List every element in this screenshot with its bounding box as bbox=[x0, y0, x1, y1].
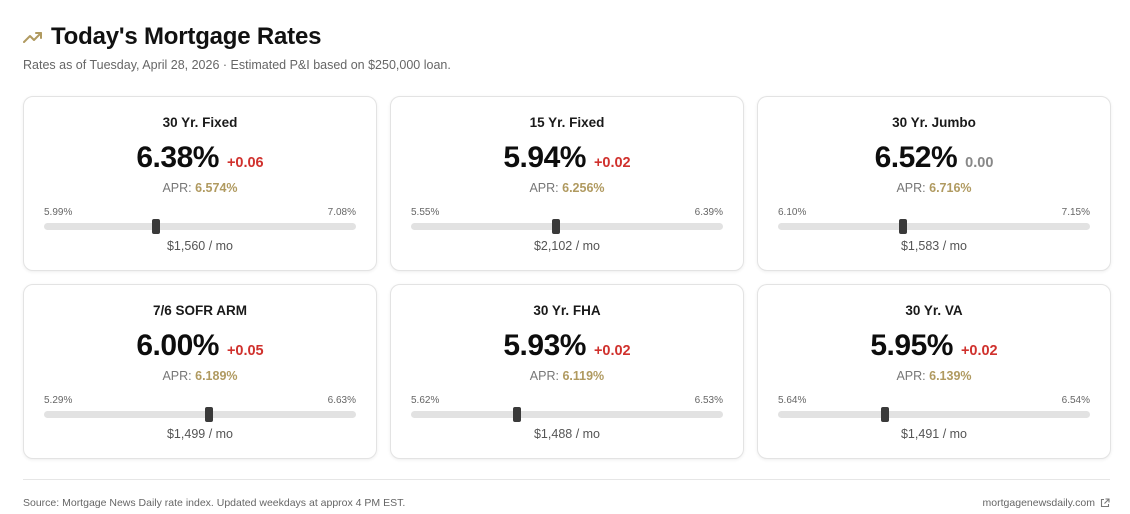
range-labels: 5.99% 7.08% bbox=[44, 207, 356, 218]
page-subtitle: Rates as of Tuesday, April 28, 2026 · Es… bbox=[23, 58, 451, 72]
rate-row: 5.94% +0.02 bbox=[391, 141, 743, 175]
loan-type-label: 30 Yr. VA bbox=[905, 303, 963, 318]
range-labels: 5.29% 6.63% bbox=[44, 395, 356, 406]
monthly-payment: $1,583 / mo bbox=[900, 239, 967, 253]
page-title: Today's Mortgage Rates bbox=[51, 23, 322, 50]
rate-row: 5.95% +0.02 bbox=[758, 329, 1110, 363]
footer-divider bbox=[23, 479, 1110, 480]
range-low: 6.10% bbox=[778, 207, 807, 218]
rate-range-track bbox=[44, 219, 356, 234]
rate-range-marker bbox=[551, 219, 560, 234]
apr-row: APR: 6.189% bbox=[24, 369, 376, 383]
apr-value: 6.256% bbox=[562, 181, 605, 195]
rate-card[interactable]: 15 Yr. Fixed 5.94% +0.02 APR: 6.256% 5.5… bbox=[390, 96, 744, 271]
rate-row: 6.00% +0.05 bbox=[24, 329, 376, 363]
rate-row: 5.93% +0.02 bbox=[391, 329, 743, 363]
apr-value: 6.119% bbox=[562, 369, 605, 383]
rate-range-track bbox=[411, 219, 723, 234]
rate-card[interactable]: 30 Yr. FHA 5.93% +0.02 APR: 6.119% 5.62%… bbox=[390, 284, 744, 459]
monthly-payment: $1,560 / mo bbox=[166, 239, 233, 253]
range-high: 7.08% bbox=[327, 207, 356, 218]
rates-grid: 30 Yr. Fixed 6.38% +0.06 APR: 6.574% 5.9… bbox=[23, 96, 1111, 459]
apr-value: 6.716% bbox=[929, 181, 972, 195]
loan-type-label: 30 Yr. FHA bbox=[533, 303, 601, 318]
rate-value: 6.52% bbox=[874, 141, 958, 174]
apr-label: APR: bbox=[162, 369, 192, 383]
range-high: 6.63% bbox=[327, 395, 356, 406]
range-labels: 5.64% 6.54% bbox=[778, 395, 1090, 406]
rate-change: +0.02 bbox=[593, 155, 631, 171]
loan-type-label: 7/6 SOFR ARM bbox=[152, 303, 247, 318]
apr-label: APR: bbox=[162, 181, 192, 195]
trending-up-icon bbox=[23, 30, 43, 44]
apr-label: APR: bbox=[896, 181, 926, 195]
apr-label: APR: bbox=[529, 369, 559, 383]
rate-change: +0.06 bbox=[226, 155, 264, 171]
apr-label: APR: bbox=[529, 181, 559, 195]
rate-range-track bbox=[411, 407, 723, 422]
range-low: 5.55% bbox=[411, 207, 440, 218]
rate-card[interactable]: 30 Yr. VA 5.95% +0.02 APR: 6.139% 5.64% … bbox=[757, 284, 1111, 459]
rate-range-marker bbox=[151, 219, 160, 234]
rate-range-track bbox=[44, 407, 356, 422]
apr-row: APR: 6.119% bbox=[391, 369, 743, 383]
source-note: Source: Mortgage News Daily rate index. … bbox=[23, 497, 406, 509]
rate-value: 5.95% bbox=[870, 329, 953, 362]
range-labels: 6.10% 7.15% bbox=[778, 207, 1090, 218]
source-link[interactable]: mortgagenewsdaily.com bbox=[983, 497, 1110, 509]
rate-row: 6.52% 0.00 bbox=[758, 141, 1110, 175]
source-link-text: mortgagenewsdaily.com bbox=[982, 497, 1095, 509]
rate-value: 5.94% bbox=[503, 141, 586, 174]
rate-value: 6.00% bbox=[136, 329, 219, 362]
range-labels: 5.55% 6.39% bbox=[411, 207, 723, 218]
apr-row: APR: 6.139% bbox=[758, 369, 1110, 383]
rate-range-marker bbox=[881, 407, 890, 422]
apr-row: APR: 6.716% bbox=[758, 181, 1110, 195]
rate-change: +0.02 bbox=[593, 343, 631, 359]
rate-card[interactable]: 7/6 SOFR ARM 6.00% +0.05 APR: 6.189% 5.2… bbox=[23, 284, 377, 459]
loan-type-label: 15 Yr. Fixed bbox=[529, 115, 605, 130]
apr-row: APR: 6.574% bbox=[24, 181, 376, 195]
rate-card[interactable]: 30 Yr. Jumbo 6.52% 0.00 APR: 6.716% 6.10… bbox=[757, 96, 1111, 271]
range-low: 5.64% bbox=[778, 395, 807, 406]
apr-row: APR: 6.256% bbox=[391, 181, 743, 195]
rate-range-marker bbox=[513, 407, 522, 422]
rate-range-marker bbox=[898, 219, 907, 234]
range-low: 5.62% bbox=[411, 395, 440, 406]
rate-change: +0.05 bbox=[226, 343, 264, 359]
apr-value: 6.139% bbox=[929, 369, 972, 383]
apr-label: APR: bbox=[896, 369, 926, 383]
apr-value: 6.574% bbox=[195, 181, 238, 195]
range-high: 6.39% bbox=[694, 207, 723, 218]
loan-type-label: 30 Yr. Jumbo bbox=[892, 115, 976, 130]
loan-type-label: 30 Yr. Fixed bbox=[162, 115, 238, 130]
monthly-payment: $2,102 / mo bbox=[533, 239, 600, 253]
rate-change: +0.02 bbox=[960, 343, 998, 359]
range-high: 7.15% bbox=[1061, 207, 1090, 218]
rate-value: 6.38% bbox=[136, 141, 219, 174]
rate-value: 5.93% bbox=[503, 329, 586, 362]
rate-row: 6.38% +0.06 bbox=[24, 141, 376, 175]
rate-change: 0.00 bbox=[965, 155, 994, 171]
apr-value: 6.189% bbox=[195, 369, 238, 383]
page-header: Today's Mortgage Rates Rates as of Tuesd… bbox=[23, 20, 451, 72]
range-low: 5.29% bbox=[44, 395, 73, 406]
rate-range-marker bbox=[205, 407, 214, 422]
range-high: 6.53% bbox=[694, 395, 723, 406]
monthly-payment: $1,488 / mo bbox=[533, 427, 600, 441]
rate-card[interactable]: 30 Yr. Fixed 6.38% +0.06 APR: 6.574% 5.9… bbox=[23, 96, 377, 271]
rate-range-track bbox=[778, 219, 1090, 234]
range-high: 6.54% bbox=[1061, 395, 1090, 406]
title-row: Today's Mortgage Rates bbox=[23, 20, 451, 54]
external-link-icon bbox=[1100, 498, 1110, 508]
monthly-payment: $1,491 / mo bbox=[900, 427, 967, 441]
rate-range-track bbox=[778, 407, 1090, 422]
range-low: 5.99% bbox=[44, 207, 73, 218]
range-labels: 5.62% 6.53% bbox=[411, 395, 723, 406]
monthly-payment: $1,499 / mo bbox=[166, 427, 233, 441]
